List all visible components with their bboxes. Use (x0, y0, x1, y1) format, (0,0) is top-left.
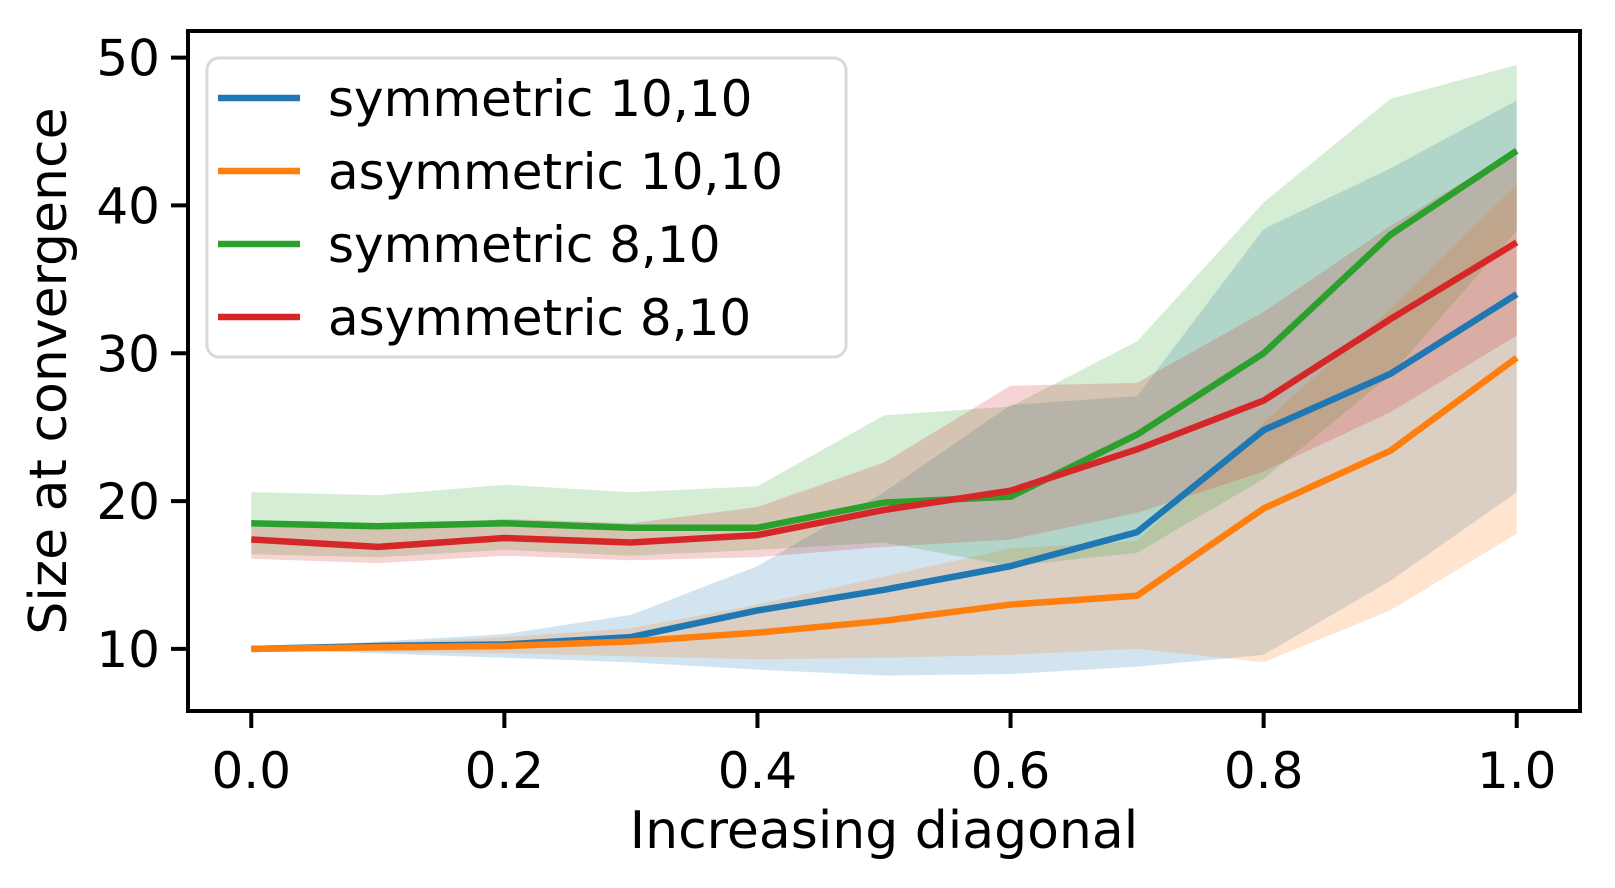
band-symmetric-10-10 (251, 100, 1517, 676)
x-tick-label: 0.6 (971, 742, 1051, 800)
axes-spines (186, 29, 1582, 713)
y-tick-label: 30 (96, 325, 160, 383)
y-tick-label: 20 (96, 473, 160, 531)
legend-label: symmetric 8,10 (328, 216, 721, 274)
legend-label: symmetric 10,10 (328, 70, 752, 128)
y-tick-label: 50 (96, 30, 160, 88)
band-symmetric-8-10 (251, 65, 1517, 567)
band-asymmetric-8-10 (251, 149, 1517, 564)
legend-label: asymmetric 10,10 (328, 143, 783, 201)
legend-item-symmetric-10-10: symmetric 10,10 (218, 70, 752, 128)
legend-item-asymmetric-8-10: asymmetric 8,10 (218, 289, 751, 347)
y-tick-label: 40 (96, 177, 160, 235)
x-tick-label: 0.2 (465, 742, 545, 800)
line-asymmetric-10-10 (251, 355, 1519, 653)
line-asymmetric-8-10 (251, 239, 1519, 551)
x-tick-label: 0.4 (718, 742, 798, 800)
x-tick-label: 0.0 (212, 742, 292, 800)
legend-box (205, 56, 848, 359)
y-axis-label: Size at convergence (19, 107, 79, 634)
line-symmetric-8-10 (251, 148, 1519, 531)
x-axis-label: Increasing diagonal (630, 801, 1138, 861)
x-tick-label: 0.8 (1224, 742, 1304, 800)
x-tick-label: 1.0 (1477, 742, 1557, 800)
y-tick-label: 10 (96, 621, 160, 679)
plot-area: 0.0 0.2 0.4 0.6 0.8 1.0 10 20 30 40 50 symmetric 10… (96, 29, 1582, 800)
legend-item-asymmetric-10-10: asymmetric 10,10 (218, 143, 783, 201)
legend: symmetric 10,10 asymmetric 10,10 symmetric… (205, 56, 848, 359)
band-asymmetric-10-10 (251, 184, 1517, 663)
legend-label: asymmetric 8,10 (328, 289, 751, 347)
legend-item-symmetric-8-10: symmetric 8,10 (218, 216, 721, 274)
